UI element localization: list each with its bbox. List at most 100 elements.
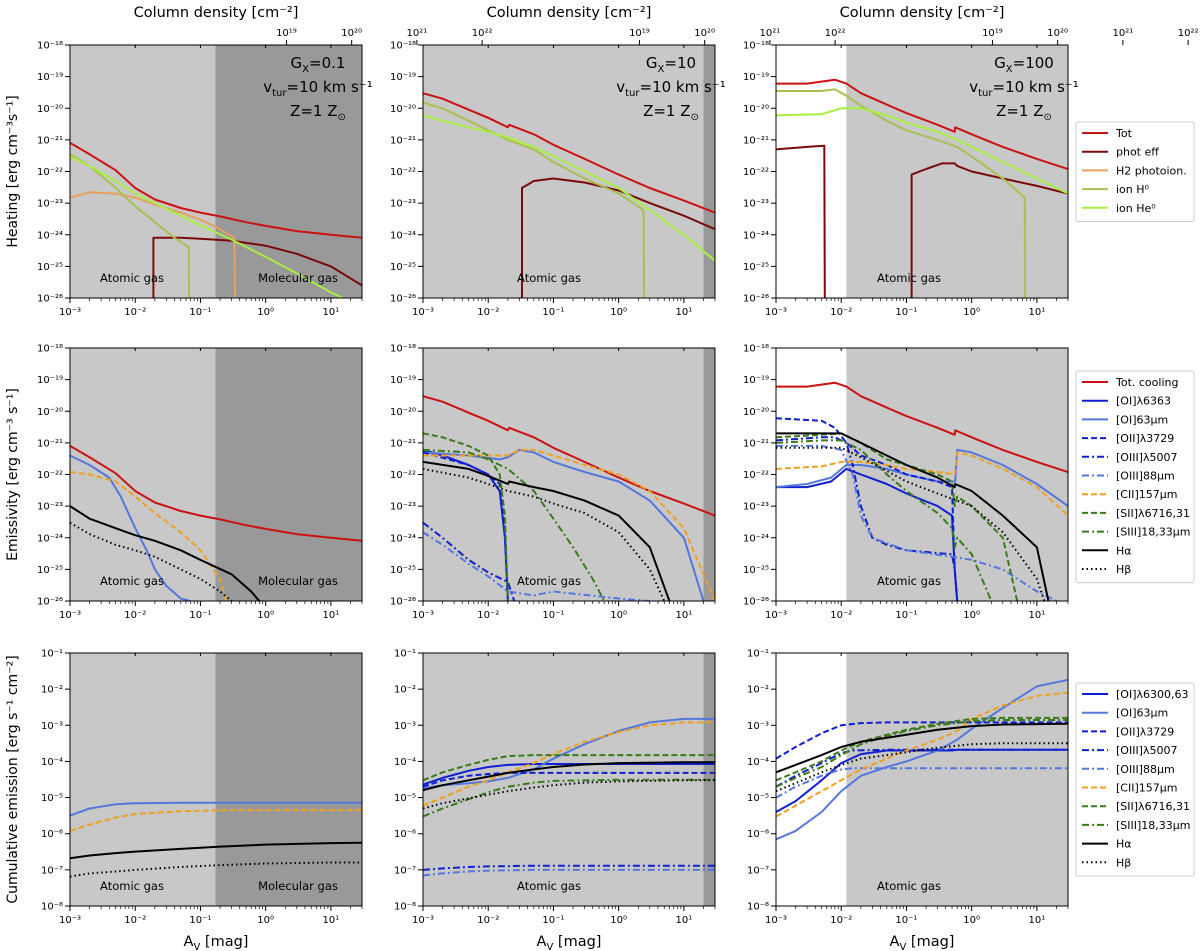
x-tick-label: 10¹ — [1029, 610, 1046, 621]
molecular-gas-label: Molecular gas — [258, 271, 338, 285]
legend-label: [CII]157μm — [1116, 782, 1177, 795]
y-tick-label: 10⁻¹⁹ — [743, 375, 769, 386]
legend-label: [OII]λ3729 — [1116, 432, 1174, 445]
legend-label: [SIII]18,33μm — [1116, 526, 1191, 539]
top-tick-label: 10²⁰ — [1047, 28, 1068, 39]
molecular-region — [703, 348, 715, 601]
atomic-region — [846, 653, 1068, 906]
y-tick-label: 10⁻²⁶ — [743, 294, 769, 305]
x-tick-label: 10⁻² — [477, 307, 499, 318]
panel-r0-c0: 10⁻³ 10⁻² 10⁻¹ 10⁰ 10¹ 10⁻¹⁸ 10⁻¹⁹ 10⁻²⁰ 10⁻²¹ 10… — [37, 41, 363, 318]
y-tick-label: 10⁻²⁰ — [37, 104, 63, 115]
y-tick-label: 10⁻¹⁸ — [37, 344, 63, 355]
y-tick-label: 10⁻²² — [743, 470, 769, 481]
x-tick-label: 10⁻¹ — [189, 610, 211, 621]
y-tick-label: 10⁻²⁰ — [390, 104, 416, 115]
y-tick-label: 10⁻²⁴ — [390, 230, 416, 241]
panel-r1-c1: 10⁻³ 10⁻² 10⁻¹ 10⁰ 10¹ 10⁻¹⁸ 10⁻¹⁹ 10⁻²⁰ 10⁻²¹ 10… — [390, 344, 716, 621]
series-line — [776, 451, 1068, 517]
series-group — [776, 678, 1068, 841]
legend-label: [SII]λ6716,31 — [1116, 507, 1190, 520]
x-axis-title: AV [mag] — [890, 934, 955, 951]
x-tick-label: 10⁰ — [610, 915, 627, 926]
series-group — [70, 445, 362, 601]
atomic-gas-label: Atomic gas — [877, 271, 941, 285]
atomic-gas-label: Atomic gas — [100, 574, 164, 588]
panel-r2-c1: 10⁻³ 10⁻² 10⁻¹ 10⁰ 10¹ 10⁻¹ 10⁻² 10⁻³ 10⁻⁴ 10⁻⁵ 10… — [394, 649, 716, 926]
param-sub: X — [1006, 64, 1013, 75]
y-tick-label: 10⁻²⁵ — [390, 262, 416, 273]
param-main: Z=1 Z — [643, 102, 690, 120]
atomic-region — [70, 348, 216, 601]
x-tick-label: 10¹ — [1029, 915, 1046, 926]
y-tick-label: 10⁻⁴ — [394, 757, 416, 768]
legend-label: Hβ — [1116, 563, 1131, 576]
series-line — [423, 868, 715, 877]
y-tick-label: 10⁻¹⁹ — [37, 375, 63, 386]
series-line — [70, 841, 362, 860]
series-line — [776, 722, 1068, 774]
series-line — [776, 721, 1068, 760]
x-tick-label: 10¹ — [676, 307, 693, 318]
y-tick-label: 10⁻²² — [37, 167, 63, 178]
x-tick-label: 10⁻¹ — [542, 610, 564, 621]
panel-r0-c1: 10⁻³ 10⁻² 10⁻¹ 10⁰ 10¹ 10⁻¹⁸ 10⁻¹⁹ 10⁻²⁰ 10⁻²¹ 10… — [390, 41, 716, 318]
series-line — [776, 719, 1068, 788]
x-tick-label: 10¹ — [676, 610, 693, 621]
y-tick-label: 10⁻³ — [747, 721, 769, 732]
y-tick-label: 10⁻²¹ — [743, 438, 769, 449]
atomic-region — [846, 45, 1068, 298]
param-main: G — [994, 54, 1006, 72]
x-tick-label: 10⁰ — [257, 610, 274, 621]
series-line — [776, 144, 826, 298]
axes-frame — [775, 652, 1069, 907]
y-tick-label: 10⁻⁴ — [41, 757, 63, 768]
axes-frame — [69, 652, 363, 907]
y-tick-label: 10⁻²⁶ — [390, 294, 416, 305]
x-axis-title-unit: [mag] — [553, 934, 601, 950]
y-tick-label: 10⁻¹⁸ — [390, 41, 416, 52]
series-line — [70, 155, 343, 298]
x-tick-label: 10⁻³ — [59, 307, 81, 318]
x-tick-label: 10⁻¹ — [542, 307, 564, 318]
atomic-region — [70, 653, 216, 906]
legend-label: phot eff — [1116, 146, 1159, 159]
y-tick-label: 10⁻⁶ — [394, 829, 416, 840]
param-line: GX=0.1 — [291, 54, 346, 75]
param-line: Z=1 Z⊙ — [290, 102, 346, 123]
y-tick-label: 10⁻⁷ — [394, 865, 416, 876]
top-tick-label: 10¹⁹ — [629, 28, 650, 39]
param-tail: =100 — [1013, 54, 1054, 72]
top-tick-label: 10²⁰ — [341, 28, 362, 39]
legend-label: [OIII]λ5007 — [1116, 744, 1177, 757]
top-tick-label: 10¹⁹ — [276, 28, 297, 39]
y-tick-label: 10⁻¹⁹ — [743, 72, 769, 83]
param-main: v — [969, 78, 978, 96]
param-line: vtur=10 km s⁻¹ — [969, 78, 1079, 99]
param-main: v — [616, 78, 625, 96]
y-tick-label: 10⁻²⁴ — [390, 533, 416, 544]
y-tick-label: 10⁻²⁰ — [390, 407, 416, 418]
panel-r0-c2: 10⁻³ 10⁻² 10⁻¹ 10⁰ 10¹ 10⁻¹⁸ 10⁻¹⁹ 10⁻²⁰ 10⁻²¹ 10… — [743, 41, 1069, 318]
x-tick-label: 10¹ — [676, 915, 693, 926]
y-tick-label: 10⁻²¹ — [37, 135, 63, 146]
legend-box-0: Tot phot eff H2 photoion. ion H⁰ ion He⁰ — [1075, 121, 1195, 222]
x-axis-title-unit: [mag] — [906, 934, 954, 950]
legend-label: Tot. cooling — [1115, 376, 1178, 389]
y-tick-label: 10⁻²² — [37, 470, 63, 481]
param-sub: tur — [625, 88, 640, 99]
x-axis-title-sub: V — [546, 942, 553, 951]
series-line — [776, 767, 1068, 799]
y-tick-label: 10⁻⁵ — [747, 793, 769, 804]
series-line — [70, 471, 228, 601]
y-tick-label: 10⁻²³ — [37, 502, 63, 513]
series-line — [776, 381, 1068, 473]
x-tick-label: 10⁻² — [477, 915, 499, 926]
series-line — [423, 778, 715, 818]
top-axis-title: Column density [cm⁻²] — [134, 5, 299, 21]
series-line — [776, 742, 1068, 793]
legend-frame — [1075, 370, 1195, 584]
x-tick-label: 10⁻² — [124, 307, 146, 318]
x-tick-label: 10⁻³ — [59, 915, 81, 926]
molecular-region — [215, 45, 362, 298]
